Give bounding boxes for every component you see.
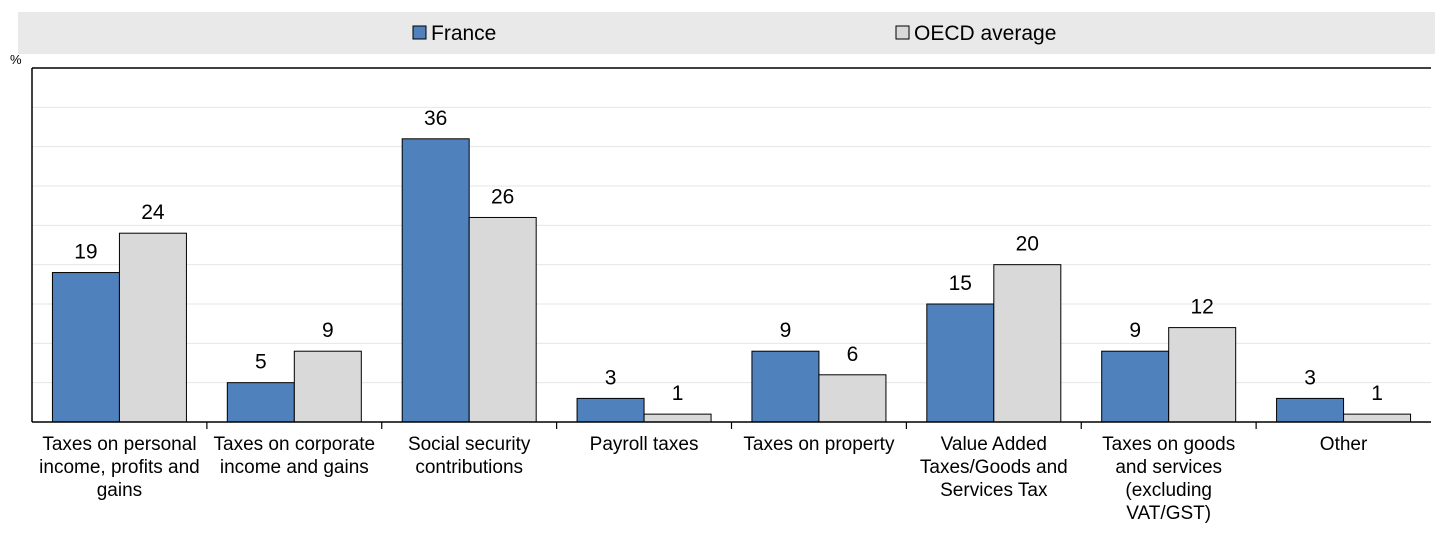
- axes: [31, 67, 1431, 429]
- data-label: 9: [780, 319, 792, 342]
- bar-oecd-average: [1343, 413, 1412, 423]
- x-tick-label: Other: [1320, 434, 1368, 455]
- bar-france: [1101, 350, 1170, 423]
- x-tick-label: VAT/GST): [1126, 503, 1211, 524]
- legend-label-oecd-average: OECD average: [914, 22, 1056, 45]
- bar-oecd-average: [1168, 327, 1237, 423]
- x-tick-label: Taxes/Goods and: [920, 457, 1068, 478]
- legend: France OECD average: [412, 22, 1056, 45]
- bar-oecd-average: [993, 264, 1062, 423]
- data-label: 15: [949, 272, 972, 295]
- data-label: 6: [847, 343, 859, 366]
- y-axis-unit-label: %: [10, 52, 22, 67]
- data-label: 19: [74, 241, 97, 264]
- x-tick-label: and services: [1115, 457, 1222, 478]
- x-tick-label: income and gains: [220, 457, 369, 478]
- x-tick-label: Payroll taxes: [590, 434, 699, 455]
- data-label: 9: [1129, 319, 1141, 342]
- data-label: 1: [672, 382, 684, 405]
- x-tick-label: income, profits and: [39, 457, 200, 478]
- data-label: 3: [605, 366, 617, 389]
- bar-france: [51, 272, 120, 423]
- data-label: 3: [1304, 366, 1316, 389]
- bar-france: [1276, 397, 1345, 423]
- bar-oecd-average: [818, 374, 887, 423]
- legend-label-france: France: [431, 22, 496, 45]
- data-label: 1: [1371, 382, 1383, 405]
- bar-france: [226, 382, 295, 423]
- data-label: 20: [1016, 233, 1039, 256]
- data-label: 5: [255, 351, 267, 374]
- legend-swatch-france: [412, 25, 427, 40]
- data-label: 36: [424, 107, 447, 130]
- bar-france: [576, 397, 645, 423]
- x-tick-label: contributions: [415, 457, 523, 478]
- x-tick-label: Taxes on property: [743, 434, 895, 455]
- data-label: 26: [491, 185, 514, 208]
- bar-oecd-average: [118, 232, 187, 423]
- data-label: 9: [322, 319, 334, 342]
- bar-france: [926, 303, 995, 423]
- x-tick-label: Social security: [408, 434, 531, 455]
- bar-france: [751, 350, 820, 423]
- bar-oecd-average: [643, 413, 712, 423]
- x-tick-label: Services Tax: [940, 480, 1048, 501]
- x-tick-label: Taxes on personal: [42, 434, 196, 455]
- data-label: 12: [1191, 296, 1214, 319]
- bar-france: [401, 138, 470, 423]
- bars: [51, 138, 1412, 423]
- x-tick-label: Taxes on goods: [1102, 434, 1235, 455]
- bar-oecd-average: [293, 350, 362, 423]
- legend-band: [18, 12, 1435, 54]
- x-tick-label: gains: [97, 480, 142, 501]
- x-tick-label: Taxes on corporate: [214, 434, 376, 455]
- bar-oecd-average: [468, 216, 537, 423]
- x-tick-label: Value Added: [941, 434, 1047, 455]
- x-tick-label: (excluding: [1125, 480, 1212, 501]
- data-label: 24: [141, 201, 165, 224]
- legend-swatch-oecd-average: [895, 25, 910, 40]
